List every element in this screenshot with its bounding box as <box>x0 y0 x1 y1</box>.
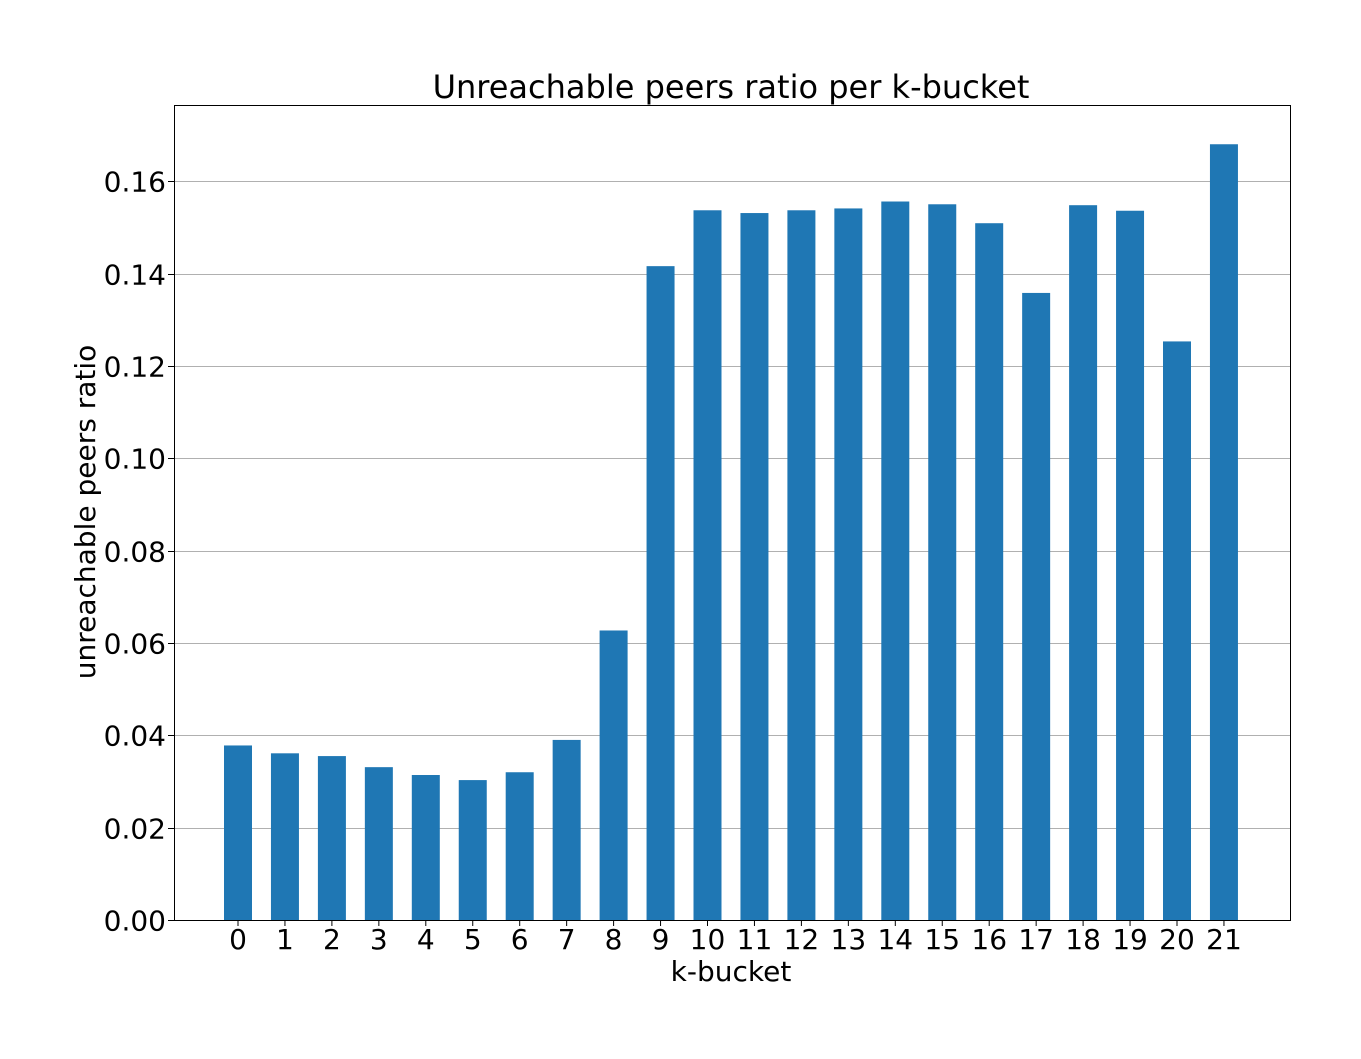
bar-kbucket-16 <box>975 223 1004 920</box>
bar-kbucket-20 <box>1163 341 1191 920</box>
x-tick-label: 11 <box>737 923 773 956</box>
y-axis-ticks: 0.00 0.02 0.04 0.06 0.08 0.10 0.12 0.14 0.16 <box>104 166 174 938</box>
x-axis-label: k-bucket <box>671 955 792 988</box>
x-tick-label: 15 <box>924 923 960 956</box>
chart-title: Unreachable peers ratio per k-bucket <box>433 68 1030 106</box>
x-tick-label: 20 <box>1159 923 1195 956</box>
x-tick-label: 5 <box>464 923 482 956</box>
y-tick-label: 0.10 <box>104 443 166 476</box>
y-axis-label: unreachable peers ratio <box>69 345 102 680</box>
bar-kbucket-0 <box>224 745 252 920</box>
bar-kbucket-5 <box>458 780 487 920</box>
y-tick-label: 0.12 <box>104 351 166 384</box>
bar-kbucket-8 <box>599 630 628 920</box>
y-tick-label: 0.16 <box>104 166 166 199</box>
x-tick-label: 14 <box>877 923 913 956</box>
gridlines <box>174 181 1290 829</box>
bar-kbucket-1 <box>270 753 299 920</box>
x-tick-label: 21 <box>1206 923 1242 956</box>
bar-kbucket-21 <box>1209 144 1238 920</box>
y-tick-label: 0.02 <box>104 813 166 846</box>
bar-kbucket-14 <box>881 201 910 920</box>
bar-kbucket-4 <box>411 775 440 920</box>
x-tick-label: 4 <box>417 923 435 956</box>
plot-frame <box>174 105 1291 921</box>
bar-kbucket-13 <box>834 208 863 920</box>
x-tick-label: 8 <box>605 923 623 956</box>
bar-kbucket-11 <box>740 213 769 921</box>
y-tick-label: 0.08 <box>104 536 166 569</box>
x-tick-label: 13 <box>831 923 867 956</box>
bar-kbucket-15 <box>928 204 957 920</box>
bar-kbucket-9 <box>646 266 675 920</box>
x-tick-label: 6 <box>511 923 529 956</box>
x-tick-label: 2 <box>323 923 341 956</box>
bars <box>224 144 1238 921</box>
x-tick-label: 18 <box>1065 923 1101 956</box>
y-tick-label: 0.04 <box>104 720 166 753</box>
x-tick-label: 0 <box>229 923 247 956</box>
x-tick-label: 3 <box>370 923 388 956</box>
x-tick-label: 7 <box>558 923 576 956</box>
bar-kbucket-17 <box>1022 292 1051 920</box>
y-tick-label: 0.00 <box>104 905 166 938</box>
x-tick-label: 12 <box>784 923 820 956</box>
x-axis-ticks: 0 1 2 3 4 5 6 7 8 9 10 11 12 13 14 15 16 17 18 19 20 21 <box>229 920 1242 956</box>
bar-kbucket-3 <box>364 767 393 920</box>
x-tick-label: 1 <box>276 923 294 956</box>
x-tick-label: 16 <box>971 923 1007 956</box>
x-tick-label: 10 <box>690 923 726 956</box>
bar-kbucket-19 <box>1116 210 1145 921</box>
bar-kbucket-7 <box>552 739 581 920</box>
bar-kbucket-10 <box>693 210 722 920</box>
bar-kbucket-12 <box>787 210 816 920</box>
y-tick-label: 0.14 <box>104 259 166 292</box>
y-tick-label: 0.06 <box>104 628 166 661</box>
x-tick-label: 19 <box>1112 923 1148 956</box>
x-tick-label: 17 <box>1018 923 1054 956</box>
bar-kbucket-18 <box>1069 205 1098 920</box>
bar-kbucket-6 <box>505 772 534 920</box>
x-tick-label: 9 <box>652 923 670 956</box>
bar-kbucket-2 <box>317 756 346 920</box>
